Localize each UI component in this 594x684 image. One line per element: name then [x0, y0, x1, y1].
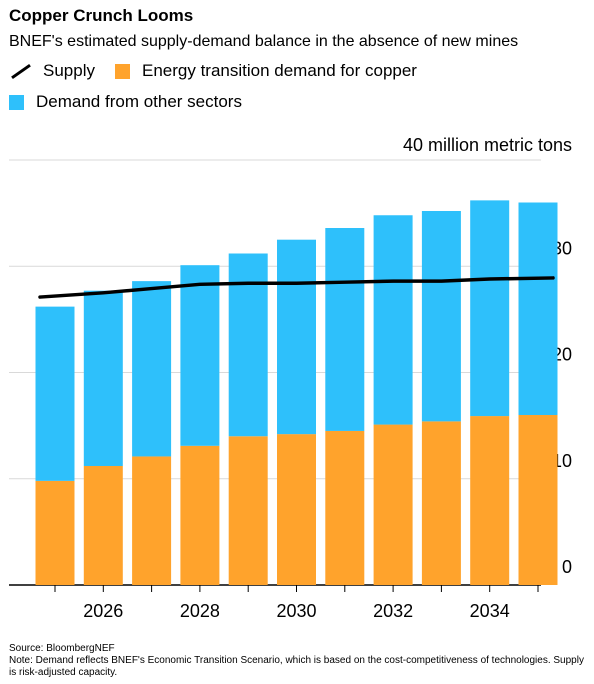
y-tick-label: 0 [562, 557, 572, 577]
x-tick-label: 2034 [470, 601, 510, 621]
bar-energy-transition [35, 480, 75, 585]
bar-other-sectors [277, 239, 316, 435]
bar-energy-transition [373, 424, 413, 585]
bar-other-sectors [180, 265, 220, 446]
legend: Supply Energy transition demand for copp… [9, 61, 437, 81]
source-note: Source: BloombergNEF [9, 643, 115, 654]
bar-energy-transition [132, 456, 172, 585]
bar-energy-transition [83, 466, 123, 585]
bar-energy-transition [518, 415, 558, 585]
y-axis-unit-label: 40 million metric tons [403, 135, 572, 155]
bar-other-sectors [35, 306, 75, 481]
legend-row-2: Demand from other sectors [9, 92, 262, 112]
x-tick-label: 2028 [180, 601, 220, 621]
legend-label-supply: Supply [43, 61, 95, 80]
legend-item-energy: Energy transition demand for copper [114, 61, 417, 81]
bar-energy-transition [325, 430, 365, 585]
bar-energy-transition [228, 436, 268, 585]
legend-item-supply: Supply [9, 61, 95, 81]
energy-swatch [114, 63, 130, 79]
x-tick-label: 2032 [373, 601, 413, 621]
legend-item-other: Demand from other sectors [9, 92, 242, 112]
bar-other-sectors [228, 253, 268, 437]
bar-energy-transition [180, 445, 220, 585]
bar-other-sectors [83, 290, 123, 466]
bar-energy-transition [470, 416, 510, 585]
other-swatch [9, 94, 24, 110]
chart-footer: Source: BloombergNEF Note: Demand reflec… [9, 643, 585, 679]
bar-other-sectors [325, 228, 365, 431]
legend-label-energy: Energy transition demand for copper [141, 61, 417, 80]
chart-title: Copper Crunch Looms [9, 6, 194, 25]
bar-other-sectors [421, 211, 461, 422]
x-tick-label: 2026 [83, 601, 123, 621]
bar-other-sectors [132, 281, 172, 457]
supply-line [38, 276, 555, 299]
methodology-note: Note: Demand reflects BNEF's Economic Tr… [9, 655, 584, 678]
chart-subtitle: BNEF's estimated supply-demand balance i… [9, 33, 519, 50]
bar-other-sectors [373, 215, 413, 425]
x-tick-label: 2030 [276, 601, 316, 621]
bar-other-sectors [470, 200, 510, 417]
bar-other-sectors [518, 202, 558, 415]
legend-label-other: Demand from other sectors [36, 92, 242, 111]
bar-energy-transition [421, 421, 461, 585]
bar-energy-transition [277, 434, 316, 585]
